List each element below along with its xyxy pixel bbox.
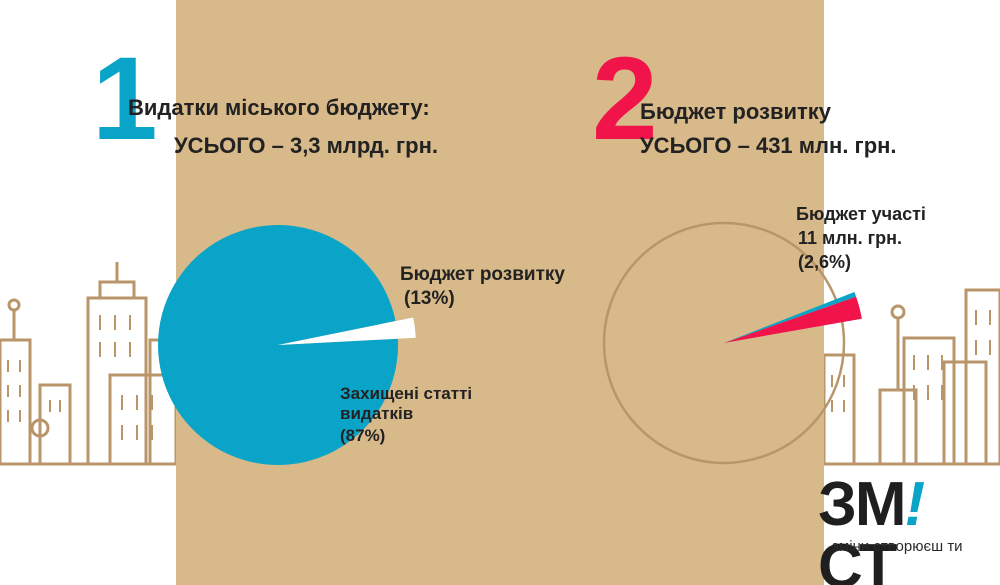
chart-2-slice-participation bbox=[724, 296, 862, 343]
chart-1-label-dev: Бюджет розвитку bbox=[400, 264, 565, 285]
chart-2-slice-accent bbox=[724, 292, 857, 343]
chart-2-value-participation: (2,6%) bbox=[798, 252, 852, 272]
chart-1-slice-protected bbox=[158, 225, 399, 466]
chart-1-title: Видатки міського бюджету: bbox=[128, 95, 430, 120]
chart-1-number: 1 bbox=[92, 33, 158, 165]
logo-slogan: зміни створюєш ти bbox=[832, 538, 963, 555]
chart-2-label-participation: Бюджет участі bbox=[796, 204, 926, 224]
chart-2-title: Бюджет розвитку bbox=[640, 99, 832, 124]
chart-2-subtitle: УСЬОГО – 431 млн. грн. bbox=[640, 133, 897, 158]
chart-1-value-dev: (13%) bbox=[404, 288, 455, 309]
zmist-logo: ЗМ!СТ bbox=[818, 474, 1000, 585]
chart-2-number: 2 bbox=[592, 33, 658, 165]
logo-mark: ! bbox=[904, 470, 926, 539]
chart-2-amount-participation: 11 млн. грн. bbox=[798, 228, 903, 248]
chart-1-value-protected: (87%) bbox=[340, 426, 386, 445]
chart-2-outline bbox=[602, 221, 846, 465]
chart-1-slice-development bbox=[278, 317, 416, 345]
chart-1-subtitle: УСЬОГО – 3,3 млрд. грн. bbox=[174, 133, 438, 158]
logo-text-right: СТ bbox=[818, 532, 897, 585]
logo-text-left: ЗМ bbox=[818, 470, 906, 539]
chart-1-label-protected: Захищені статті видатків bbox=[340, 384, 473, 424]
